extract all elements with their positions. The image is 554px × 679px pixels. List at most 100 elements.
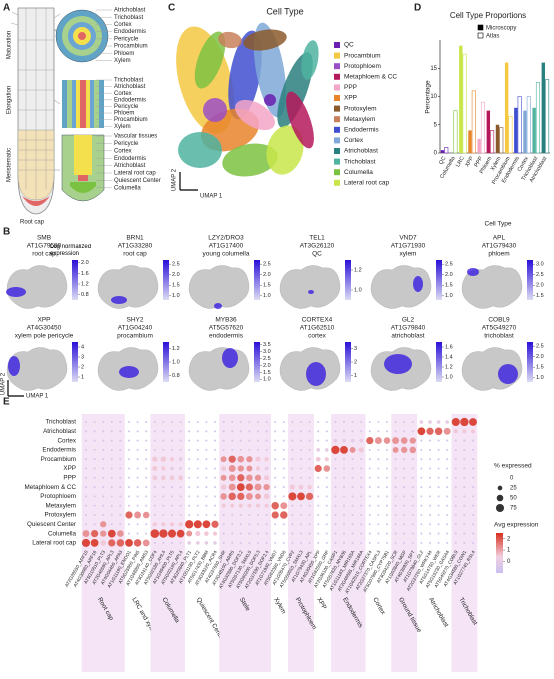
dot: [196, 467, 199, 470]
row-label: Lateral root cap: [32, 540, 76, 547]
dot: [360, 430, 363, 433]
dot: [222, 513, 225, 517]
dot: [170, 495, 174, 498]
dot: [291, 439, 294, 442]
dot: [463, 523, 466, 526]
dot: [360, 523, 363, 526]
legend-swatch: [334, 179, 340, 186]
dot: [360, 532, 363, 535]
dot: [403, 532, 406, 535]
size-legend-label: 75: [510, 506, 517, 512]
colorbar-tick-label: 1.0: [263, 377, 271, 383]
dot: [334, 467, 337, 470]
dot: [308, 541, 311, 544]
row-label: Columella: [48, 530, 76, 537]
gene-id: AT1G79840: [391, 325, 426, 332]
dot: [282, 467, 285, 470]
dot: [291, 523, 294, 526]
bar: [468, 130, 472, 153]
legend-swatch: [334, 137, 340, 144]
dot: [255, 466, 261, 471]
dot: [385, 448, 389, 451]
dot: [204, 541, 209, 545]
dot: [299, 532, 303, 535]
dot: [299, 467, 303, 470]
dot: [228, 465, 236, 472]
dot: [323, 465, 331, 472]
section-label: Trichoblast: [114, 15, 143, 21]
dot: [368, 448, 371, 451]
dot: [187, 541, 192, 545]
dot: [179, 467, 183, 470]
dot: [145, 439, 148, 442]
row-label: XPP: [63, 465, 76, 472]
dot: [368, 504, 371, 507]
dot: [325, 513, 328, 517]
colorbar: [436, 260, 442, 300]
legend-label: QC: [344, 42, 354, 49]
dot: [110, 448, 113, 451]
gene-id: AT1G79580: [27, 243, 62, 250]
row-label: Atrichoblast: [43, 428, 76, 435]
dot: [248, 439, 251, 442]
dot: [342, 523, 346, 526]
colorbar: [72, 260, 78, 300]
dot: [351, 504, 354, 507]
dot: [308, 448, 311, 451]
dot: [471, 523, 475, 526]
dot: [291, 541, 294, 544]
dot: [298, 484, 304, 490]
colorbar: [163, 260, 169, 300]
umap-cluster: [301, 40, 319, 80]
dot: [317, 504, 320, 507]
dot: [179, 430, 182, 433]
dot: [136, 420, 139, 424]
dot: [119, 495, 122, 498]
dot: [176, 529, 185, 538]
dot: [360, 476, 363, 479]
dot: [145, 430, 148, 433]
dot: [428, 439, 432, 442]
dot: [420, 467, 423, 470]
dot: [93, 504, 96, 507]
dot: [265, 448, 268, 451]
dot: [102, 504, 105, 507]
colorbar: [345, 260, 351, 300]
colorbar-tick-label: 1.5: [263, 283, 271, 289]
dot: [170, 420, 174, 424]
dot: [471, 439, 475, 442]
colorbar-tick-label: 1.0: [354, 287, 362, 293]
y-axis-title: Percentage: [425, 80, 432, 114]
cell-type: young columella: [203, 251, 250, 258]
dot: [102, 458, 105, 461]
dot: [220, 484, 227, 490]
dot: [256, 448, 260, 451]
dot: [324, 448, 329, 452]
dot: [377, 430, 380, 433]
dot: [316, 448, 321, 452]
colorbar-tick-label: 1: [354, 373, 357, 379]
dot: [377, 532, 380, 535]
dot: [350, 438, 355, 443]
dot: [342, 504, 346, 507]
dot: [470, 429, 476, 434]
dot: [188, 458, 191, 461]
group-band: [331, 414, 366, 672]
axis-label: UMAP 1: [200, 194, 223, 200]
dot: [196, 430, 199, 433]
dot: [145, 523, 148, 526]
dot: [351, 467, 354, 470]
dot: [394, 541, 397, 544]
dot: [222, 420, 225, 424]
dot: [153, 430, 156, 433]
dot: [392, 437, 400, 445]
gene-id: AT1G17400: [209, 243, 244, 250]
dot: [170, 513, 174, 517]
dot: [280, 511, 288, 519]
dot: [178, 475, 183, 481]
dot: [394, 523, 397, 526]
dot: [213, 504, 217, 507]
dot: [360, 486, 363, 489]
dot: [162, 486, 165, 489]
dot: [256, 439, 260, 442]
